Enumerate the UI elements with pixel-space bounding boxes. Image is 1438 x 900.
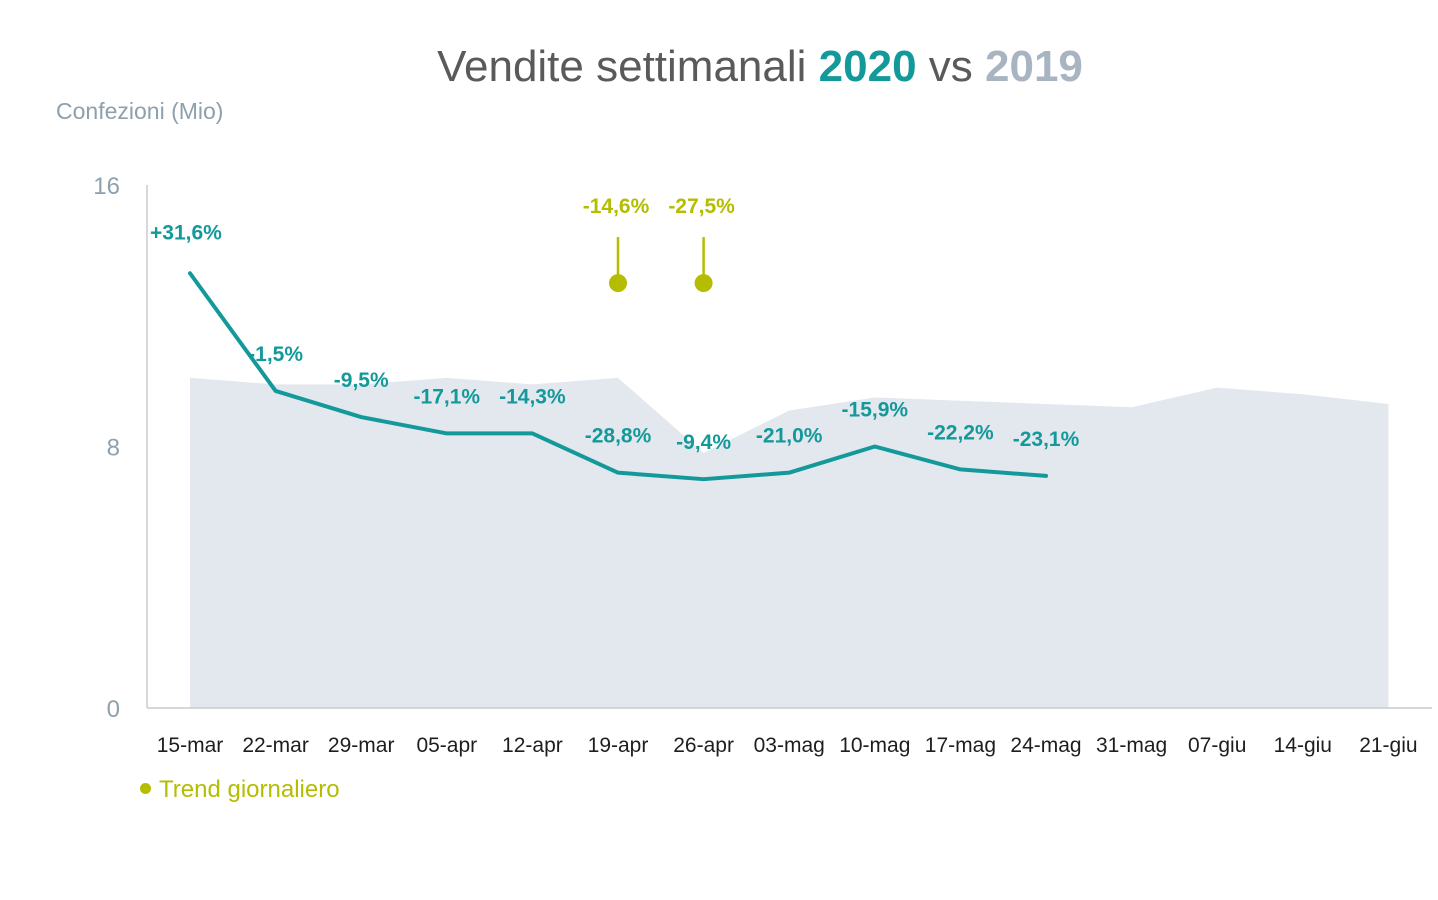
- x-tick-label: 14-giu: [1274, 734, 1332, 757]
- x-tick-label: 21-giu: [1359, 734, 1417, 757]
- x-tick-label: 29-mar: [328, 734, 395, 757]
- y-tick-label: 16: [93, 173, 120, 200]
- x-tick-label: 10-mag: [839, 734, 910, 757]
- x-tick-label: 17-mag: [925, 734, 996, 757]
- x-tick-label: 05-apr: [416, 734, 477, 757]
- data-label: -15,9%: [842, 399, 909, 422]
- x-tick-label: 15-mar: [157, 734, 224, 757]
- title-vs: vs: [928, 42, 973, 91]
- chart-title: Vendite settimanali 2020 vs 2019: [0, 42, 1438, 92]
- data-label: -17,1%: [414, 385, 481, 408]
- title-prefix: Vendite settimanali: [437, 42, 807, 91]
- title-year-2019: 2019: [985, 42, 1083, 91]
- trend-label: -27,5%: [668, 195, 735, 218]
- legend-dot-icon: [140, 783, 151, 795]
- x-tick-label: 24-mag: [1010, 734, 1081, 757]
- trend-pin-dot: [609, 274, 627, 293]
- data-label: +31,6%: [150, 221, 222, 244]
- data-label: -21,0%: [756, 425, 823, 448]
- y-axis-label: Confezioni (Mio): [56, 98, 224, 124]
- series-2020-line: [188, 271, 1048, 482]
- data-label: -9,4%: [676, 431, 731, 454]
- x-tick-label: 22-mar: [242, 734, 309, 757]
- y-tick-label: 0: [107, 696, 120, 723]
- series-2019-area: [190, 377, 1389, 708]
- x-tick-label: 19-apr: [588, 734, 649, 757]
- legend-label: Trend giornaliero: [159, 776, 340, 803]
- x-tick-label: 03-mag: [754, 734, 825, 757]
- y-tick-label: 8: [107, 435, 120, 462]
- data-label: -28,8%: [585, 425, 652, 448]
- legend: Trend giornaliero: [140, 776, 340, 804]
- data-label: -23,1%: [1013, 428, 1080, 451]
- title-year-2020: 2020: [818, 42, 917, 91]
- data-label: -22,2%: [927, 421, 994, 444]
- trend-pin-dot: [694, 274, 713, 293]
- data-label: -14,3%: [499, 385, 566, 408]
- data-label: -1,5%: [248, 343, 303, 366]
- x-tick-label: 26-apr: [673, 734, 734, 757]
- x-tick-label: 31-mag: [1096, 734, 1167, 757]
- x-tick-label: 07-giu: [1188, 734, 1246, 757]
- x-tick-label: 12-apr: [502, 734, 563, 757]
- data-label: -9,5%: [334, 369, 389, 392]
- trend-label: -14,6%: [583, 195, 650, 218]
